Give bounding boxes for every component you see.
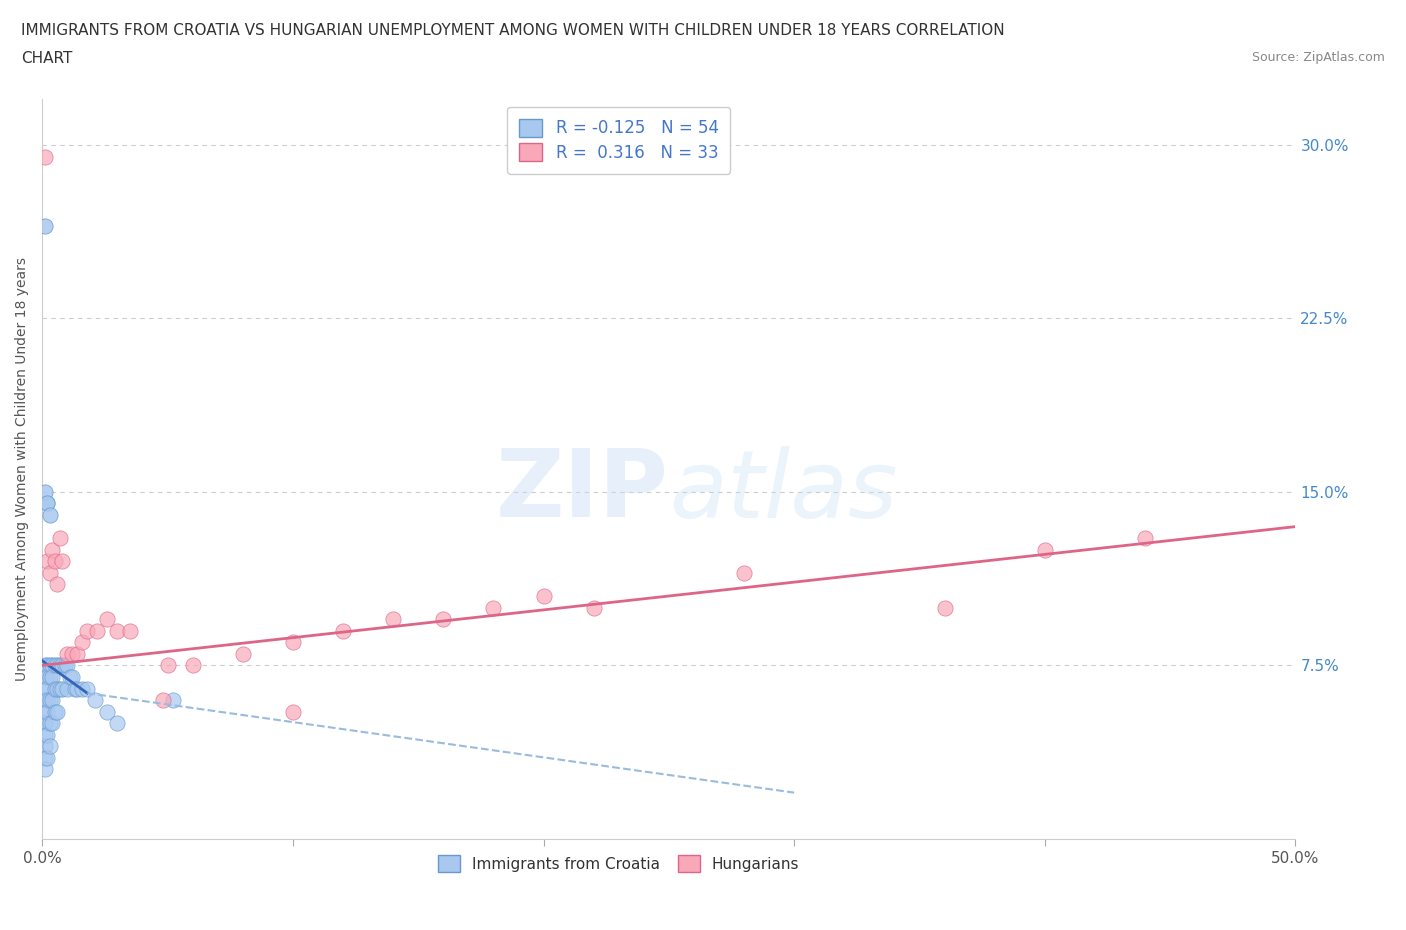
Point (105, 623, 128, 638)
Point (232, 646, 254, 661)
Point (162, 693, 184, 708)
Point (44, 704, 66, 719)
Point (46, 577, 69, 591)
Point (38, 693, 60, 708)
Point (934, 600, 956, 615)
Point (66, 681, 89, 696)
Point (51, 658, 73, 672)
Point (37, 751, 59, 765)
Point (37, 496, 59, 511)
Point (281, 635, 304, 650)
Point (533, 589, 555, 604)
Point (86, 623, 108, 638)
Point (37, 554, 59, 569)
Point (34, 716, 56, 731)
Point (34, 704, 56, 719)
Point (118, 623, 141, 638)
Point (96, 704, 118, 719)
Point (48, 531, 70, 546)
Point (37, 704, 59, 719)
Point (38, 716, 60, 731)
Point (38, 508, 60, 523)
Point (332, 623, 354, 638)
Point (96, 612, 118, 627)
Point (51, 554, 73, 569)
Point (60, 670, 83, 684)
Point (51, 681, 73, 696)
Point (156, 658, 179, 672)
Point (38, 565, 60, 580)
Point (41, 542, 63, 557)
Point (37, 670, 59, 684)
Point (56, 658, 79, 672)
Point (41, 693, 63, 708)
Point (44, 681, 66, 696)
Point (34, 681, 56, 696)
Point (46, 658, 69, 672)
Text: atlas: atlas (669, 445, 897, 537)
Point (37, 693, 59, 708)
Point (83, 693, 105, 708)
Point (63, 681, 86, 696)
Point (34, 693, 56, 708)
Point (44, 554, 66, 569)
Point (53, 658, 76, 672)
Point (34, 751, 56, 765)
Point (382, 612, 405, 627)
Point (1133, 531, 1156, 546)
Point (76, 623, 98, 638)
Point (48, 681, 70, 696)
Point (105, 716, 128, 731)
Point (34, 149, 56, 164)
Point (66, 646, 89, 661)
Text: ZIP: ZIP (496, 445, 669, 537)
Point (1033, 542, 1056, 557)
Point (34, 658, 56, 672)
Text: IMMIGRANTS FROM CROATIA VS HUNGARIAN UNEMPLOYMENT AMONG WOMEN WITH CHILDREN UNDE: IMMIGRANTS FROM CROATIA VS HUNGARIAN UNE… (21, 23, 1005, 38)
Point (76, 681, 98, 696)
Y-axis label: Unemployment Among Women with Children Under 18 years: Unemployment Among Women with Children U… (15, 257, 30, 681)
Point (281, 704, 304, 719)
Point (37, 727, 59, 742)
Point (181, 658, 204, 672)
Point (34, 485, 56, 499)
Point (41, 670, 63, 684)
Point (582, 600, 605, 615)
Point (37, 658, 59, 672)
Point (38, 739, 60, 754)
Point (34, 670, 56, 684)
Point (482, 600, 505, 615)
Text: CHART: CHART (21, 51, 73, 66)
Point (46, 704, 69, 719)
Text: Source: ZipAtlas.com: Source: ZipAtlas.com (1251, 51, 1385, 64)
Point (72, 635, 94, 650)
Point (59, 670, 82, 684)
Legend: Immigrants from Croatia, Hungarians: Immigrants from Croatia, Hungarians (430, 847, 807, 880)
Point (41, 658, 63, 672)
Point (72, 681, 94, 696)
Point (41, 716, 63, 731)
Point (37, 681, 59, 696)
Point (56, 646, 79, 661)
Point (38, 658, 60, 672)
Point (34, 739, 56, 754)
Point (34, 219, 56, 233)
Point (38, 670, 60, 684)
Point (152, 693, 174, 708)
Point (46, 681, 69, 696)
Point (44, 658, 66, 672)
Point (56, 681, 79, 696)
Point (34, 727, 56, 742)
Point (37, 496, 59, 511)
Point (48, 658, 70, 672)
Point (34, 762, 56, 777)
Point (733, 565, 755, 580)
Point (60, 646, 83, 661)
Point (432, 612, 454, 627)
